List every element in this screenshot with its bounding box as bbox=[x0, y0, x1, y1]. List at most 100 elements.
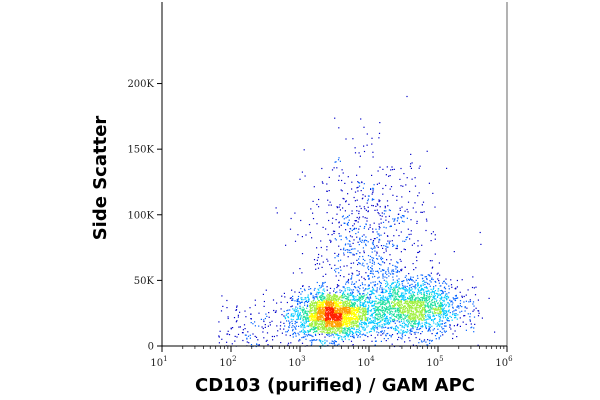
event-dot bbox=[335, 306, 337, 309]
event-dot bbox=[324, 332, 326, 334]
event-dot bbox=[379, 326, 381, 328]
event-dot bbox=[367, 198, 369, 200]
event-dot bbox=[358, 307, 360, 309]
event-dot bbox=[315, 326, 318, 329]
event-dot bbox=[421, 341, 423, 343]
event-dot bbox=[465, 300, 467, 302]
event-dot bbox=[350, 304, 353, 306]
event-dot bbox=[243, 324, 246, 326]
event-dot bbox=[353, 239, 355, 241]
event-dot bbox=[393, 297, 395, 299]
event-dot bbox=[266, 332, 269, 334]
event-dot bbox=[356, 320, 358, 323]
event-dot bbox=[412, 310, 414, 312]
event-dot bbox=[326, 304, 328, 306]
event-dot bbox=[324, 307, 326, 309]
event-dot bbox=[329, 296, 331, 298]
event-dot bbox=[312, 325, 314, 327]
event-dot bbox=[375, 308, 377, 310]
event-dot bbox=[419, 304, 421, 306]
event-dot bbox=[382, 273, 384, 275]
event-dot bbox=[431, 300, 433, 302]
event-dot bbox=[338, 306, 340, 308]
event-dot bbox=[331, 340, 333, 342]
event-dot bbox=[412, 317, 414, 319]
event-dot bbox=[337, 306, 339, 308]
event-dot bbox=[275, 207, 277, 209]
event-dot bbox=[326, 313, 328, 315]
event-dot bbox=[472, 303, 474, 305]
event-dot bbox=[377, 233, 379, 235]
event-dot bbox=[447, 317, 449, 320]
event-dot bbox=[359, 256, 361, 258]
event-dot bbox=[358, 327, 360, 329]
event-dot bbox=[312, 200, 314, 202]
event-dot bbox=[454, 313, 456, 315]
event-dot bbox=[437, 278, 439, 280]
event-dot bbox=[409, 306, 411, 308]
event-dot bbox=[376, 237, 378, 239]
event-dot bbox=[385, 317, 387, 319]
event-dot bbox=[369, 290, 371, 292]
event-dot bbox=[380, 259, 382, 261]
event-dot bbox=[318, 296, 320, 298]
event-dot bbox=[332, 302, 335, 304]
event-dot bbox=[406, 236, 409, 238]
event-dot bbox=[356, 319, 359, 321]
event-dot bbox=[474, 323, 476, 325]
event-dot bbox=[402, 330, 404, 332]
event-dot bbox=[418, 167, 420, 169]
event-dot bbox=[420, 315, 422, 317]
event-dot bbox=[399, 296, 401, 298]
event-dot bbox=[404, 298, 406, 300]
event-dot bbox=[406, 311, 408, 313]
event-dot bbox=[318, 285, 321, 287]
event-dot bbox=[420, 305, 422, 307]
event-dot bbox=[271, 320, 273, 322]
event-dot bbox=[418, 311, 420, 313]
event-dot bbox=[383, 307, 385, 309]
event-dot bbox=[347, 328, 349, 330]
event-dot bbox=[347, 330, 349, 332]
event-dot bbox=[303, 288, 306, 290]
event-dot bbox=[234, 340, 236, 342]
event-dot bbox=[421, 314, 423, 316]
event-dot bbox=[421, 288, 424, 290]
event-dot bbox=[384, 207, 386, 209]
event-dot bbox=[340, 248, 342, 251]
event-dot bbox=[352, 307, 354, 309]
event-dot bbox=[353, 310, 355, 312]
event-dot bbox=[404, 286, 406, 289]
event-dot bbox=[359, 333, 361, 335]
event-dot bbox=[233, 317, 236, 319]
event-dot bbox=[379, 200, 381, 202]
event-dot bbox=[411, 162, 413, 164]
event-dot bbox=[337, 337, 340, 339]
event-dot bbox=[322, 289, 324, 291]
event-dot bbox=[339, 328, 341, 330]
event-dot bbox=[327, 319, 329, 322]
event-dot bbox=[359, 323, 361, 325]
event-dot bbox=[406, 308, 409, 310]
event-dot bbox=[437, 324, 439, 326]
event-dot bbox=[336, 291, 338, 293]
event-dot bbox=[431, 298, 434, 301]
event-dot bbox=[354, 306, 357, 308]
event-dot bbox=[411, 301, 414, 303]
event-dot bbox=[351, 210, 353, 212]
event-dot bbox=[444, 312, 446, 315]
event-dot bbox=[371, 293, 373, 295]
event-dot bbox=[301, 236, 303, 238]
event-dot bbox=[347, 302, 349, 304]
event-dot bbox=[467, 313, 469, 315]
event-dot bbox=[329, 239, 331, 241]
event-dot bbox=[389, 295, 391, 297]
event-dot bbox=[363, 239, 365, 242]
event-dot bbox=[370, 334, 372, 336]
event-dot bbox=[337, 303, 339, 305]
event-dot bbox=[392, 218, 394, 220]
event-dot bbox=[408, 301, 410, 303]
event-dot bbox=[332, 318, 334, 320]
event-dot bbox=[433, 315, 435, 317]
